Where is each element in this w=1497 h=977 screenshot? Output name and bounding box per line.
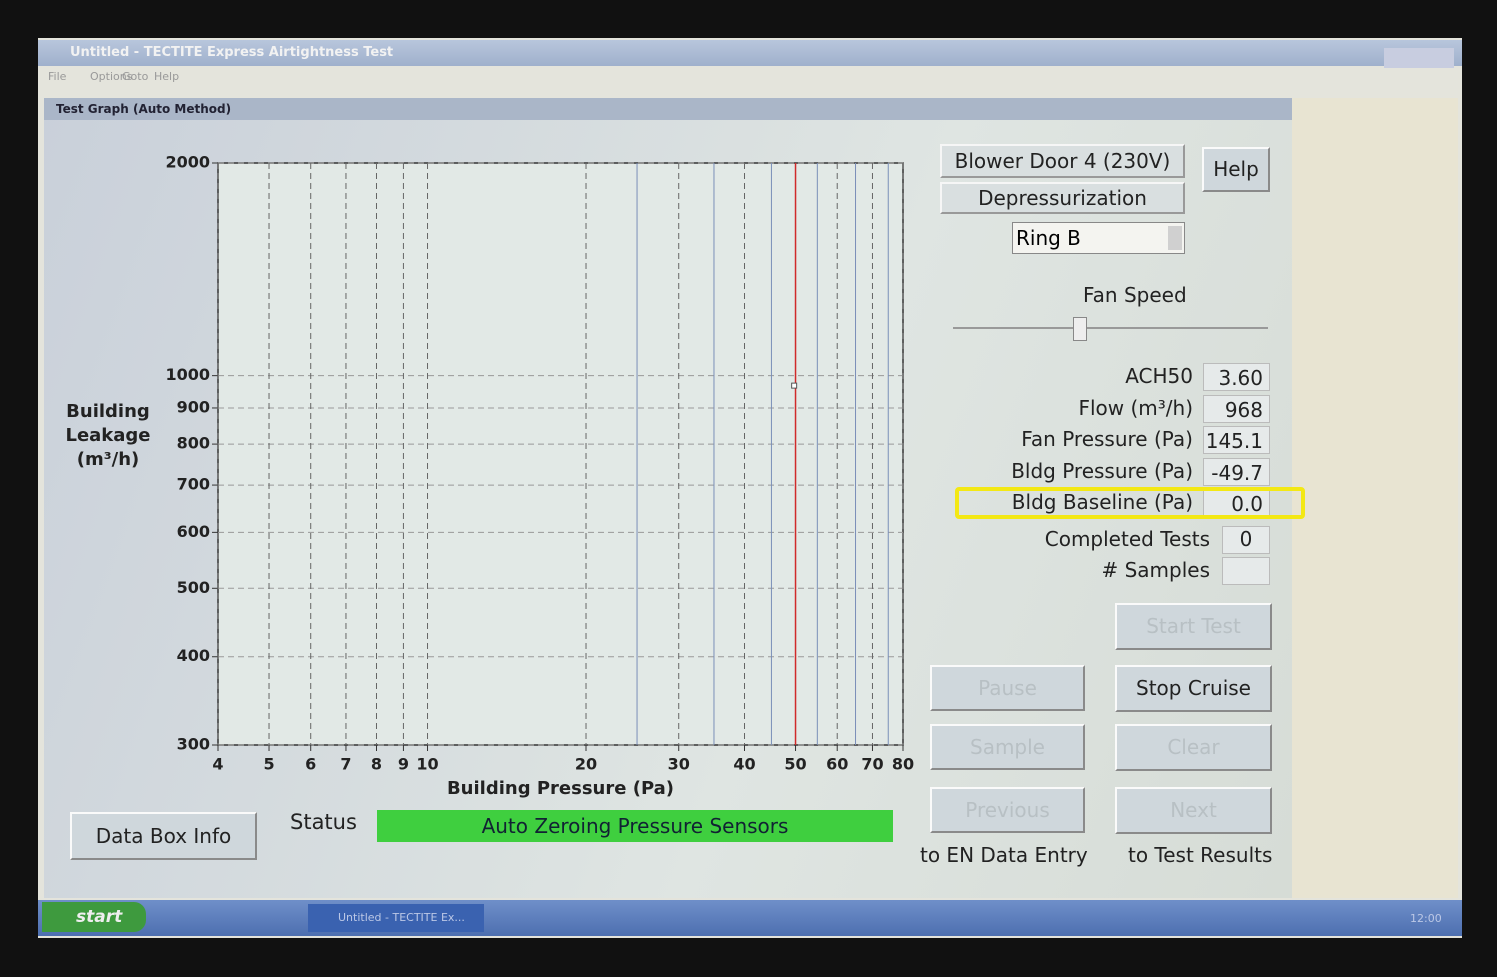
- completed-tests-label: Completed Tests: [1045, 527, 1210, 551]
- data-point: [792, 383, 797, 388]
- x-tick-label: 70: [861, 755, 883, 774]
- readout-label: Fan Pressure (Pa): [1021, 427, 1193, 451]
- clock: 12:00: [1410, 912, 1442, 925]
- previous-button[interactable]: Previous: [930, 787, 1085, 833]
- readout-label: Flow (m³/h): [1078, 396, 1193, 420]
- side-area: [1292, 98, 1458, 898]
- y-tick-label: 600: [177, 522, 210, 541]
- y-axis-label-line: Leakage: [58, 424, 158, 448]
- y-tick-label: 1000: [165, 365, 210, 384]
- y-tick-label: 2000: [165, 153, 210, 172]
- clear-button[interactable]: Clear: [1115, 724, 1272, 771]
- y-axis-label-line: Building: [58, 400, 158, 424]
- help-button[interactable]: Help: [1202, 147, 1270, 192]
- x-tick-label: 4: [212, 755, 223, 774]
- stop-cruise-button[interactable]: Stop Cruise: [1115, 665, 1272, 712]
- pause-button[interactable]: Pause: [930, 665, 1085, 711]
- x-tick-label: 60: [826, 755, 848, 774]
- x-tick-label: 80: [892, 755, 914, 774]
- task-button[interactable]: Untitled - TECTITE Ex...: [308, 904, 484, 932]
- menu-item[interactable]: Help: [154, 70, 179, 83]
- samples-value: [1222, 557, 1270, 585]
- sample-button[interactable]: Sample: [930, 724, 1085, 770]
- mode-box: Depressurization: [940, 182, 1185, 214]
- ring-dropdown[interactable]: Ring B: [1012, 222, 1185, 254]
- y-tick-label: 700: [177, 475, 210, 494]
- readout-value: 968: [1203, 395, 1270, 423]
- screen: Untitled - TECTITE Express Airtightness …: [0, 0, 1497, 977]
- taskbar: [38, 900, 1462, 936]
- x-tick-label: 30: [668, 755, 690, 774]
- nav-label: to EN Data Entry: [920, 843, 1088, 867]
- start-button[interactable]: start: [42, 902, 146, 932]
- x-tick-label: 50: [784, 755, 806, 774]
- status-bar: Auto Zeroing Pressure Sensors: [377, 810, 893, 842]
- readout-label: ACH50: [1125, 364, 1193, 388]
- fan-speed-label: Fan Speed: [1083, 283, 1187, 307]
- x-tick-label: 5: [263, 755, 274, 774]
- slider-thumb[interactable]: [1073, 317, 1087, 341]
- readout-label: Bldg Pressure (Pa): [1011, 459, 1193, 483]
- x-tick-label: 20: [575, 755, 597, 774]
- window-buttons[interactable]: [1384, 48, 1454, 68]
- slider-track[interactable]: [953, 327, 1268, 329]
- y-axis-label-line: (m³/h): [58, 448, 158, 472]
- nav-label: to Test Results: [1128, 843, 1272, 867]
- menu-item[interactable]: File: [48, 70, 66, 83]
- device-box: Blower Door 4 (230V): [940, 144, 1185, 178]
- completed-tests-value: 0: [1222, 526, 1270, 554]
- y-tick-label: 500: [177, 578, 210, 597]
- y-tick-label: 800: [177, 434, 210, 453]
- y-tick-label: 900: [177, 397, 210, 416]
- menu-item[interactable]: Goto: [122, 70, 148, 83]
- dropdown-arrow[interactable]: [1168, 226, 1182, 250]
- status-label: Status: [290, 810, 357, 834]
- title-bar: Untitled - TECTITE Express Airtightness …: [38, 40, 1462, 66]
- panel-title: Test Graph (Auto Method): [44, 98, 1292, 120]
- readout-value: -49.7: [1203, 458, 1270, 486]
- samples-label: # Samples: [1101, 558, 1210, 582]
- x-tick-label: 40: [733, 755, 755, 774]
- readout-value: 3.60: [1203, 363, 1270, 391]
- x-tick-label: 10: [416, 755, 438, 774]
- x-tick-label: 7: [340, 755, 351, 774]
- start-test-button[interactable]: Start Test: [1115, 603, 1272, 650]
- highlight-box: [955, 487, 1305, 519]
- plot-area: [218, 163, 903, 745]
- next-button[interactable]: Next: [1115, 787, 1272, 834]
- y-tick-label: 400: [177, 646, 210, 665]
- x-axis-label: Building Pressure (Pa): [447, 778, 674, 799]
- readout-value: 145.1: [1203, 426, 1270, 454]
- data-box-info-button[interactable]: Data Box Info: [70, 812, 257, 860]
- x-tick-label: 8: [371, 755, 382, 774]
- y-tick-label: 300: [177, 735, 210, 754]
- x-tick-label: 9: [398, 755, 409, 774]
- x-tick-label: 6: [305, 755, 316, 774]
